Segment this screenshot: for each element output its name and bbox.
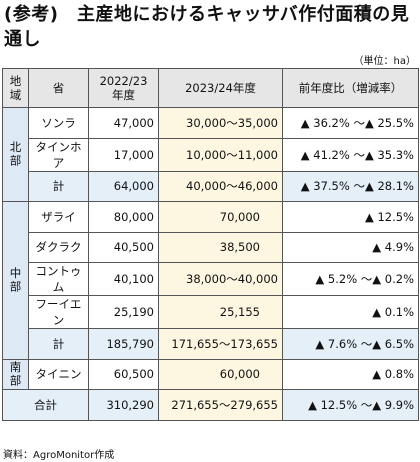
change-cell: ▲ 5.2% ～▲ 0.2% — [282, 262, 419, 296]
table-row: フーイエン 25,190 25,155 ▲ 0.1% — [3, 295, 419, 329]
title: (参考) 主産地におけるキャッサバ作付面積の見通し — [4, 4, 410, 50]
province-cell: フーイエン — [28, 295, 89, 329]
table-row: 北部 ソンラ 47,000 30,000～35,000 ▲ 36.2% ～▲ 25.5% — [2, 107, 419, 202]
table-row: 計 185,790 171,655～173,655 ▲ 7.6% ～▲ 6.5% — [3, 328, 419, 360]
table-row: 南部 タイニン 60,500 60,000 ▲ 0.8% — [2, 358, 419, 390]
value-2023: 30,000～35,000 — [158, 107, 283, 139]
change-cell: ▲ 4.9% — [282, 231, 419, 263]
value-2022: 25,190 — [88, 295, 159, 329]
total-2022: 310,290 — [88, 389, 159, 421]
value-2022: 80,000 — [88, 201, 159, 233]
value-2022: 64,000 — [88, 170, 159, 202]
table-row: 計 64,000 40,000～46,000 ▲ 37.5% ～▲ 28.1% — [3, 170, 419, 202]
value-2023: 60,000 — [158, 358, 283, 390]
total-change: ▲ 12.5% ～▲ 9.9% — [282, 389, 419, 421]
province-cell: 計 — [28, 328, 89, 360]
value-2023: 38,500 — [158, 231, 283, 263]
source: 資料：AgroMonitor作成 — [3, 450, 115, 461]
table-row: 中部 ザライ 80,000 70,000 ▲ 12.5% — [2, 201, 419, 360]
province-cell: タイニン — [28, 358, 89, 390]
value-2022: 40,100 — [88, 262, 159, 296]
change-cell: ▲ 0.8% — [282, 358, 419, 390]
table-row: タインホア 17,000 10,000～11,000 ▲ 41.2% ～▲ 35.3% — [3, 137, 419, 172]
column-header: 省 — [28, 68, 89, 108]
value-2023: 171,655～173,655 — [158, 328, 283, 360]
change-cell: ▲ 12.5% — [282, 201, 419, 233]
total-row: 合計 310,290 271,655～279,655 ▲ 12.5% ～▲ 9.9% — [2, 389, 419, 421]
province-cell: 計 — [28, 170, 89, 202]
change-cell: ▲ 37.5% ～▲ 28.1% — [282, 170, 419, 202]
table: 地域省 2022/23 年度 2023/24年度 前年度比（増減率） 北部 ソンラ 47,… — [2, 68, 419, 421]
province-cell: タインホア — [28, 137, 89, 172]
province-cell: ザライ — [28, 201, 89, 233]
change-cell: ▲ 36.2% ～▲ 25.5% — [282, 107, 419, 139]
region-cell: 南部 — [2, 358, 29, 390]
value-2022: 47,000 — [88, 107, 159, 139]
region-cell: 北部 — [2, 107, 29, 202]
change-cell: ▲ 0.1% — [282, 295, 419, 329]
unit: （単位：ha） — [353, 56, 416, 67]
value-2022: 60,500 — [88, 358, 159, 390]
value-2022: 185,790 — [88, 328, 159, 360]
total-2023: 271,655～279,655 — [158, 389, 283, 421]
value-2023: 38,000～40,000 — [158, 262, 283, 296]
change-cell: ▲ 41.2% ～▲ 35.3% — [282, 137, 419, 172]
value-2023: 25,155 — [158, 295, 283, 329]
table-row: ダクラク 40,500 38,500 ▲ 4.9% — [3, 231, 419, 263]
province-cell: ソンラ — [28, 107, 89, 139]
column-header: 地域 — [2, 68, 29, 108]
total-label: 合計 — [2, 389, 89, 421]
region-cell: 中部 — [2, 201, 29, 360]
table-row: コントゥム 40,100 38,000～40,000 ▲ 5.2% ～▲ 0.2% — [3, 262, 419, 296]
column-header: 2022/23 年度 — [88, 68, 159, 108]
table-body: 北部 ソンラ 47,000 30,000～35,000 ▲ 36.2% ～▲ 25.5%… — [2, 107, 419, 421]
value-2022: 17,000 — [88, 137, 159, 172]
province-cell: コントゥム — [28, 262, 89, 296]
value-2023: 10,000～11,000 — [158, 137, 283, 172]
column-header: 2023/24年度 — [158, 68, 283, 108]
province-cell: ダクラク — [28, 231, 89, 263]
value-2022: 40,500 — [88, 231, 159, 263]
value-2023: 40,000～46,000 — [158, 170, 283, 202]
value-2023: 70,000 — [158, 201, 283, 233]
change-cell: ▲ 7.6% ～▲ 6.5% — [282, 328, 419, 360]
header-row: 地域省 2022/23 年度 2023/24年度 前年度比（増減率） — [2, 68, 419, 108]
column-header: 前年度比（増減率） — [282, 68, 419, 108]
